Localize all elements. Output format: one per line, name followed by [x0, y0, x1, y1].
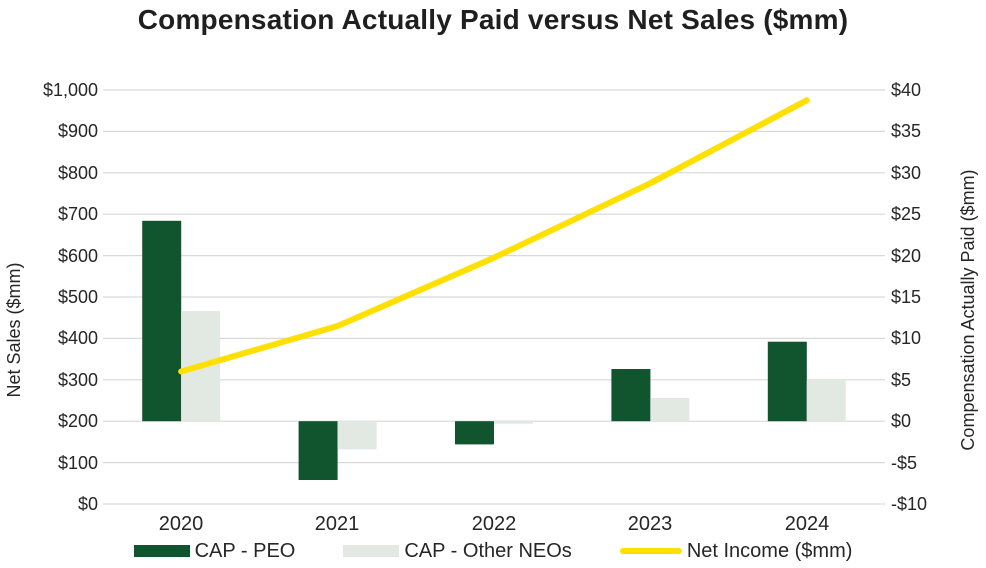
- left-tick-label: $900: [57, 121, 98, 141]
- left-tick-label: $500: [57, 287, 98, 307]
- legend-label: Net Income ($mm): [686, 539, 853, 562]
- left-tick-label: $1,000: [42, 80, 98, 100]
- bar-cap-peo-2022: [455, 421, 494, 445]
- bar-cap-peo-2021: [298, 421, 338, 480]
- right-tick-label: $35: [891, 121, 922, 141]
- x-axis-label-2022: 2022: [471, 513, 517, 535]
- right-tick-label: $40: [891, 80, 922, 100]
- left-tick-label: $400: [57, 328, 98, 348]
- bar-cap-peo-2020: [142, 220, 182, 422]
- legend-swatch-net-income-mm: [619, 548, 682, 554]
- right-axis-title: Compensation Actually Paid ($mm): [958, 169, 978, 450]
- x-axis-label-2021: 2021: [314, 513, 360, 535]
- legend-item-cap-peo: CAP - PEO: [133, 539, 296, 563]
- left-tick-label: $0: [77, 494, 98, 514]
- bar-cap-peo-2024: [767, 341, 807, 422]
- bar-cap-other-neos-2021: [337, 421, 377, 450]
- legend-swatch-cap-other-neos: [343, 545, 400, 557]
- bar-cap-peo-2023: [611, 369, 651, 422]
- legend: CAP - PEO CAP - Other NEOs Net Income ($mm…: [0, 538, 986, 564]
- bar-cap-other-neos-2024: [806, 379, 846, 422]
- left-axis-title: Net Sales ($mm): [4, 262, 24, 397]
- legend-item-net-income-mm: Net Income ($mm): [619, 539, 853, 563]
- legend-label: CAP - PEO: [194, 539, 296, 562]
- right-tick-label: $0: [891, 411, 912, 431]
- right-tick-label: $20: [891, 246, 922, 266]
- x-axis-label-2023: 2023: [627, 513, 673, 535]
- right-tick-label: $30: [891, 163, 922, 183]
- legend-item-cap-other-neos: CAP - Other NEOs: [343, 539, 572, 563]
- right-tick-label: -$5: [891, 453, 918, 473]
- bar-cap-other-neos-2022: [494, 421, 533, 424]
- left-tick-label: $300: [57, 370, 98, 390]
- bars: [142, 220, 846, 480]
- chart-title: Compensation Actually Paid versus Net Sa…: [137, 4, 849, 35]
- left-tick-label: $700: [57, 204, 98, 224]
- left-tick-label: $200: [57, 411, 98, 431]
- bar-cap-other-neos-2023: [650, 398, 690, 422]
- left-tick-label: $100: [57, 453, 98, 473]
- left-tick-label: $800: [57, 163, 98, 183]
- right-tick-label: $15: [891, 287, 922, 307]
- x-axis-label-2024: 2024: [784, 513, 830, 535]
- right-tick-label: $25: [891, 204, 922, 224]
- legend-label: CAP - Other NEOs: [404, 539, 572, 562]
- net-income-mm-line: [178, 97, 810, 375]
- right-tick-label: -$10: [891, 494, 928, 514]
- legend-swatch-cap-peo: [133, 545, 190, 557]
- left-tick-label: $600: [57, 246, 98, 266]
- net-income-line-layer: [178, 97, 810, 375]
- x-axis-label-2020: 2020: [158, 513, 204, 535]
- right-tick-label: $10: [891, 328, 922, 348]
- right-tick-label: $5: [891, 370, 912, 390]
